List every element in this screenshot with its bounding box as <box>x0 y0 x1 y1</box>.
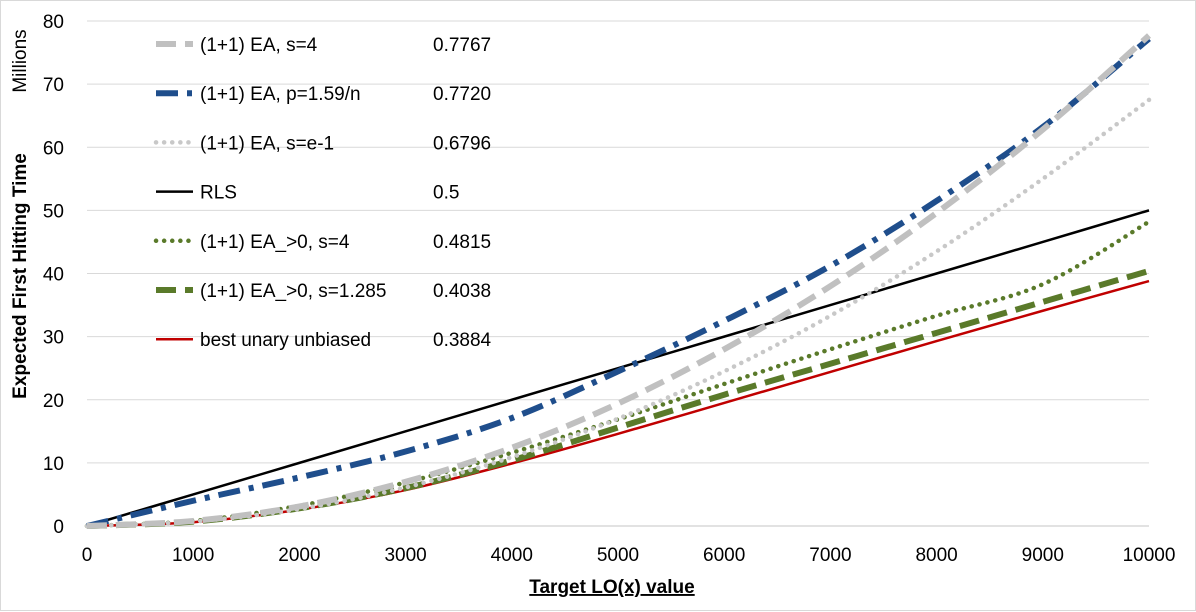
y-tick-label: 30 <box>43 328 64 349</box>
x-tick-label: 9000 <box>1022 545 1064 566</box>
legend-value: 0.5 <box>433 183 459 204</box>
series-line-1 <box>86 33 1151 529</box>
legend-label: (1+1) EA, s=e-1 <box>200 133 334 154</box>
legend-value: 0.7767 <box>433 35 491 56</box>
legend-label: RLS <box>200 183 237 204</box>
x-tick-label: 1000 <box>172 545 214 566</box>
y-axis-title: Expected First Hitting Time <box>10 153 31 399</box>
series-lines <box>84 33 1152 529</box>
legend-value: 0.7720 <box>433 84 491 105</box>
legend-label: (1+1) EA, s=4 <box>200 35 318 56</box>
legend-label: (1+1) EA_>0, s=1.285 <box>200 281 386 302</box>
x-tick-label: 10000 <box>1123 545 1176 566</box>
x-tick-label: 7000 <box>809 545 851 566</box>
y-tick-label: 50 <box>43 201 64 222</box>
x-tick-label: 3000 <box>384 545 426 566</box>
legend-label: best unary unbiased <box>200 330 371 351</box>
x-tick-label: 2000 <box>278 545 320 566</box>
legend-label: (1+1) EA, p=1.59/n <box>200 84 361 105</box>
y-tick-label: 80 <box>43 12 64 33</box>
y-axis-units-label: Millions <box>10 29 31 92</box>
y-tick-label: 0 <box>53 517 64 538</box>
series-line-3 <box>84 97 1152 529</box>
y-tick-label: 70 <box>43 75 64 96</box>
legend-value: 0.6796 <box>433 133 491 154</box>
x-tick-label: 0 <box>82 545 93 566</box>
x-axis-title: Target LO(x) value <box>529 577 694 598</box>
y-tick-label: 20 <box>43 391 64 412</box>
series-line-6 <box>86 268 1150 529</box>
axes: 0 10 20 30 40 50 60 70 80 0 1000 2000 3000 4000 5000 60… <box>43 12 1176 566</box>
legend-label: (1+1) EA_>0, s=4 <box>200 232 350 253</box>
y-tick-label: 40 <box>43 265 64 286</box>
legend: (1+1) EA, s=4 0.7767 (1+1) EA, p=1.59/n 0.7… <box>153 35 492 351</box>
legend-value: 0.3884 <box>433 330 492 351</box>
x-tick-label: 8000 <box>915 545 957 566</box>
gridlines <box>87 20 1149 464</box>
x-tick-label: 6000 <box>703 545 745 566</box>
series-line-2 <box>86 36 1151 529</box>
legend-value: 0.4815 <box>433 232 491 253</box>
y-tick-label: 10 <box>43 454 64 475</box>
y-tick-label: 60 <box>43 138 64 159</box>
x-tick-label: 5000 <box>597 545 639 566</box>
x-tick-label: 4000 <box>491 545 533 566</box>
legend-value: 0.4038 <box>433 281 491 302</box>
